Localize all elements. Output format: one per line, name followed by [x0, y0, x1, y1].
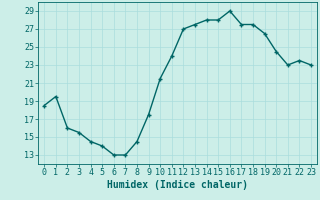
- X-axis label: Humidex (Indice chaleur): Humidex (Indice chaleur): [107, 180, 248, 190]
